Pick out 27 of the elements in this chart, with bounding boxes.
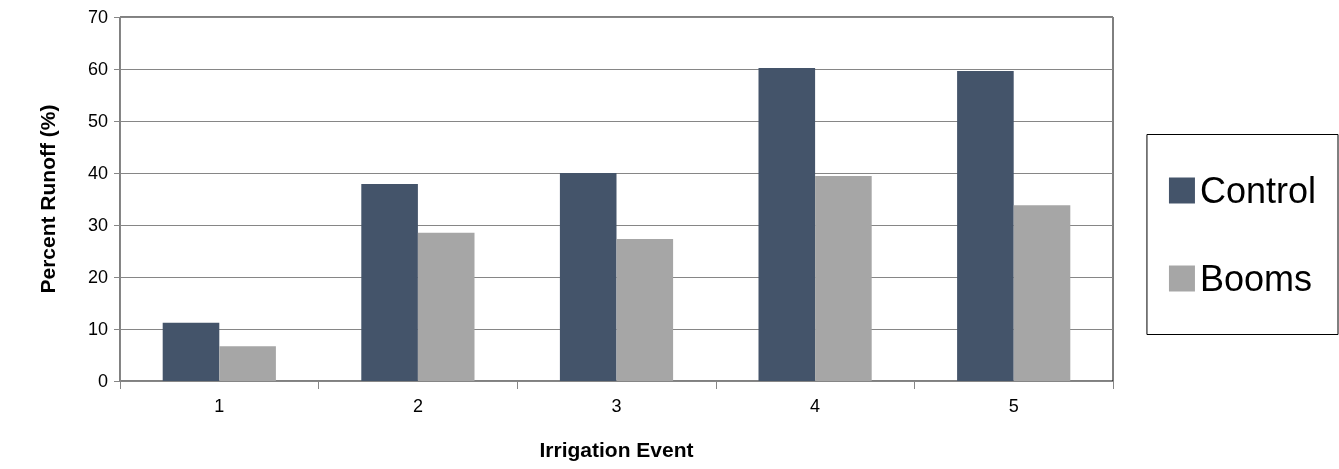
y-tick-label: 20	[87, 267, 108, 287]
bar	[162, 322, 220, 381]
legend-label: Control	[1199, 170, 1317, 211]
legend-label: Booms	[1199, 258, 1312, 299]
x-tick-label: 4	[810, 396, 821, 416]
y-axis-title: Percent Runoff (%)	[36, 104, 59, 294]
x-tick-label: 5	[1008, 396, 1019, 416]
y-tick-label: 10	[87, 319, 108, 339]
x-axis-title: Irrigation Event	[539, 438, 694, 461]
bar	[219, 346, 276, 381]
bar	[815, 176, 872, 381]
y-tick-label: 40	[87, 163, 108, 183]
x-tick-label: 3	[611, 396, 622, 416]
bar	[1013, 205, 1071, 381]
x-tick-label: 1	[214, 396, 225, 416]
y-tick-label: 30	[87, 215, 108, 235]
y-tick-label: 50	[87, 111, 108, 131]
y-tick-label: 70	[87, 7, 108, 27]
y-tick-label: 60	[87, 59, 108, 79]
bar	[616, 239, 674, 381]
x-tick-label: 2	[412, 396, 423, 416]
bar	[559, 173, 617, 381]
bar	[957, 71, 1014, 381]
bar	[361, 183, 418, 381]
y-tick-label: 0	[97, 371, 108, 391]
bar	[417, 232, 475, 381]
bar	[758, 67, 816, 381]
